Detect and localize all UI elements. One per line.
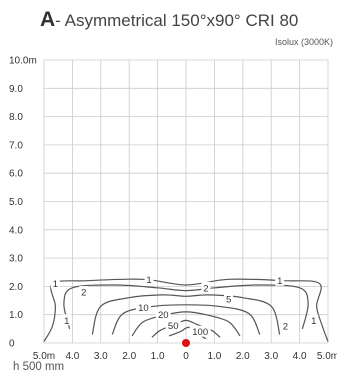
contour-label-bg — [201, 281, 211, 293]
contour-label-bg — [50, 277, 60, 289]
contour-line-2 — [63, 284, 309, 330]
y-tick-label: 6.0 — [9, 169, 23, 180]
grid — [43, 59, 329, 344]
contour-label: 100 — [192, 327, 208, 338]
y-tick-label: 1.0 — [9, 310, 23, 321]
contour-label-bg — [62, 314, 72, 326]
contour-label-bg — [189, 325, 211, 337]
y-tick-label: 0 — [9, 339, 15, 350]
chart-subtitle: Isolux (3000K) — [274, 37, 333, 47]
y-tick-label: 5.0 — [9, 197, 23, 208]
contour-label-bg — [144, 273, 154, 285]
contour-label-bg — [135, 301, 151, 313]
contour-label: 2 — [81, 288, 86, 299]
x-tick-label: 5.0m — [317, 351, 337, 362]
title-letter: A — [40, 8, 56, 31]
contour-label-bg — [155, 308, 171, 320]
x-tick-label: 5.0m — [33, 351, 55, 362]
y-tick-label: 3.0 — [9, 254, 23, 265]
contour-label: 1 — [64, 316, 69, 327]
contour-label: 1 — [277, 276, 282, 287]
contour-line-50 — [151, 319, 221, 338]
contour-line-5 — [91, 294, 281, 335]
contour-line-20 — [131, 311, 241, 337]
contour-label: 10 — [138, 303, 149, 314]
contour-label: 2 — [283, 322, 288, 333]
y-tick-label: 2.0 — [9, 282, 23, 293]
contour-label: 50 — [168, 321, 179, 332]
contour-label: 2 — [203, 283, 208, 294]
mounting-height-note: h 500 mm — [13, 361, 65, 373]
luminaire-marker — [182, 339, 190, 347]
x-tick-label: 3.0 — [94, 351, 108, 362]
x-tick-label: 1.0 — [207, 351, 221, 362]
contour-label-bg — [275, 274, 285, 286]
y-tick-label: 10.0m — [9, 56, 37, 67]
contour-line-1 — [43, 278, 329, 342]
contour-line-10 — [111, 304, 261, 335]
contours — [43, 278, 329, 342]
x-tick-label: 1.0 — [151, 351, 165, 362]
title-text: - Asymmetrical 150°x90° CRI 80 — [55, 11, 299, 30]
x-tick-label: 4.0 — [293, 351, 307, 362]
contour-label-bg — [309, 314, 319, 326]
contour-label: 1 — [311, 316, 316, 327]
x-tick-label: 3.0 — [264, 351, 278, 362]
contour-label-bg — [165, 319, 181, 331]
y-tick-label: 8.0 — [9, 112, 23, 123]
contour-label: 1 — [146, 275, 151, 286]
contour-label: 1 — [53, 279, 58, 290]
y-tick-label: 7.0 — [9, 140, 23, 151]
y-tick-label: 4.0 — [9, 225, 23, 236]
chart-title: A- Asymmetrical 150°x90° CRI 80 — [40, 8, 330, 32]
x-tick-label: 2.0 — [122, 351, 136, 362]
contour-label-bg — [224, 293, 234, 305]
x-tick-label: 0 — [183, 351, 189, 362]
ticks: 5.0m 4.0 3.0 2.0 1.0 0 1.0 2.0 3.0 4.0 5.0m 0 1.0 2.0… — [9, 56, 337, 363]
contour-label: 20 — [158, 310, 169, 321]
x-tick-label: 4.0 — [65, 351, 79, 362]
contour-label: 5 — [226, 295, 231, 306]
contour-label-bg — [280, 320, 290, 332]
y-tick-label: 9.0 — [9, 84, 23, 95]
x-tick-label: 2.0 — [236, 351, 250, 362]
contour-label-bg — [79, 286, 89, 298]
